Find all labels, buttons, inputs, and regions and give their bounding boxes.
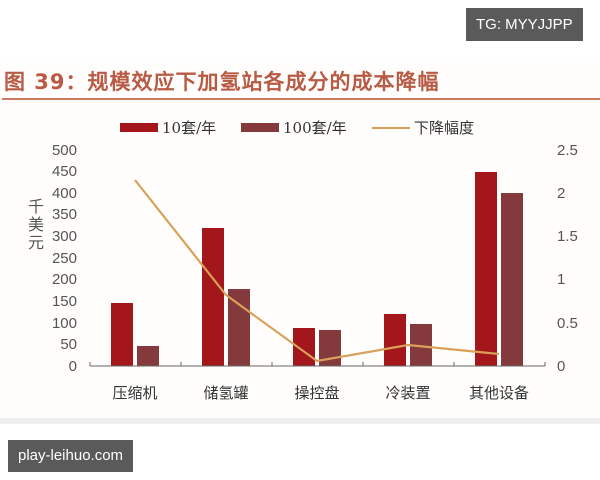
bar-cooling-10	[384, 314, 406, 366]
category-label: 冷装置	[385, 384, 430, 402]
left-axis-ticks: 0 50 100 150 200 250 300 350 400 450 500	[52, 142, 77, 375]
bar-compressor-10	[111, 303, 133, 366]
svg-text:250: 250	[52, 250, 77, 267]
y-axis-label: 千 美 元	[28, 197, 44, 252]
x-axis	[89, 362, 546, 367]
svg-text:500: 500	[52, 142, 77, 159]
svg-text:千: 千	[28, 197, 44, 216]
bars-100-per-year	[137, 193, 523, 366]
category-label: 压缩机	[112, 384, 157, 402]
svg-text:1: 1	[557, 271, 565, 288]
legend-swatch-10	[120, 123, 158, 132]
svg-text:元: 元	[28, 233, 44, 252]
bar-other-10	[475, 172, 497, 366]
svg-text:200: 200	[52, 271, 77, 288]
bar-compressor-100	[137, 346, 159, 366]
svg-text:450: 450	[52, 163, 77, 180]
svg-text:1.5: 1.5	[557, 228, 578, 245]
category-label: 其他设备	[469, 384, 529, 402]
watermark-bottom: play-leihuo.com	[8, 440, 134, 472]
chart: 10套/年 100套/年 下降幅度 千 美 元 0 50 100 150 200…	[28, 119, 578, 402]
svg-text:2: 2	[557, 185, 565, 202]
legend-label-10: 10套/年	[162, 119, 216, 137]
bar-storage-10	[202, 228, 224, 366]
svg-text:美: 美	[28, 215, 44, 234]
svg-text:100: 100	[52, 315, 77, 332]
svg-text:150: 150	[52, 293, 77, 310]
svg-text:350: 350	[52, 206, 77, 223]
category-label: 储氢罐	[203, 384, 248, 402]
legend-label-decline: 下降幅度	[414, 119, 474, 137]
category-label: 操控盘	[294, 384, 339, 402]
svg-text:0: 0	[557, 358, 565, 375]
watermark-top: TG: MYYJJPP	[466, 8, 583, 41]
bar-storage-100	[228, 289, 250, 366]
bars-10-per-year	[111, 172, 497, 366]
title-divider	[2, 98, 600, 100]
svg-text:0.5: 0.5	[557, 315, 578, 332]
figure-title: 图 39：规模效应下加氢站各成分的成本降幅	[4, 70, 440, 94]
svg-text:0: 0	[69, 358, 77, 375]
bar-cooling-100	[410, 324, 432, 366]
svg-text:50: 50	[60, 336, 77, 353]
svg-text:400: 400	[52, 185, 77, 202]
svg-text:300: 300	[52, 228, 77, 245]
legend-swatch-100	[241, 123, 279, 132]
decline-line	[134, 179, 500, 363]
legend: 10套/年 100套/年 下降幅度	[120, 119, 474, 137]
bar-other-100	[501, 193, 523, 366]
svg-text:2.5: 2.5	[557, 142, 578, 159]
legend-label-100: 100套/年	[283, 119, 347, 137]
x-axis-categories: 压缩机 储氢罐 操控盘 冷装置 其他设备	[112, 384, 529, 402]
right-axis-ticks: 0 0.5 1 1.5 2 2.5	[557, 142, 578, 375]
